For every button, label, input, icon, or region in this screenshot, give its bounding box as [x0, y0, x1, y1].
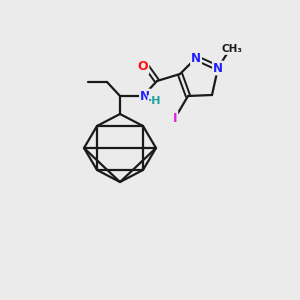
Text: N: N: [140, 89, 150, 103]
Text: N: N: [191, 52, 201, 64]
Text: O: O: [138, 61, 148, 74]
Text: N: N: [213, 61, 223, 74]
Text: CH₃: CH₃: [221, 44, 242, 54]
Text: ·H: ·H: [148, 96, 162, 106]
Text: I: I: [173, 112, 177, 124]
